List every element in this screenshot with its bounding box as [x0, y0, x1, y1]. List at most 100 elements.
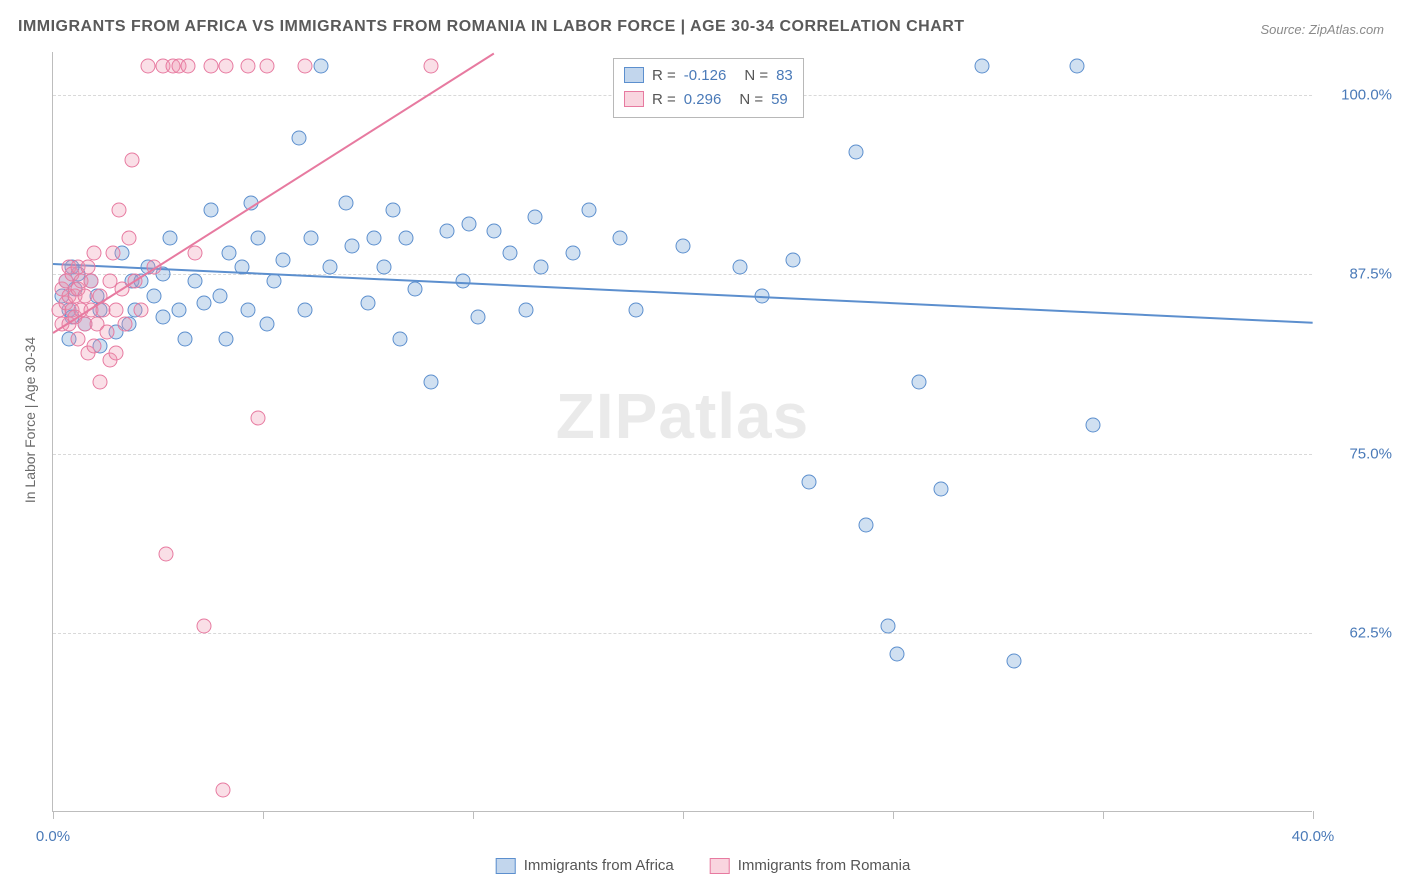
data-point [250, 410, 265, 425]
data-point [250, 231, 265, 246]
x-tick [473, 811, 474, 819]
data-point [408, 281, 423, 296]
data-point [105, 245, 120, 260]
data-point [216, 783, 231, 798]
data-point [197, 618, 212, 633]
y-tick-label: 62.5% [1322, 624, 1392, 641]
data-point [880, 618, 895, 633]
watermark: ZIPatlas [556, 379, 809, 453]
data-point [345, 238, 360, 253]
data-point [86, 338, 101, 353]
data-point [1085, 417, 1100, 432]
legend-label: Immigrants from Romania [738, 857, 911, 874]
data-point [676, 238, 691, 253]
data-point [439, 224, 454, 239]
data-point [628, 303, 643, 318]
data-point [361, 295, 376, 310]
data-point [80, 260, 95, 275]
data-point [146, 288, 161, 303]
data-point [613, 231, 628, 246]
data-point [222, 245, 237, 260]
stats-legend: R = -0.126N = 83R = 0.296N = 59 [613, 58, 804, 118]
data-point [1069, 59, 1084, 74]
y-tick-label: 87.5% [1322, 266, 1392, 283]
stat-n-value: 83 [776, 67, 793, 84]
data-point [172, 303, 187, 318]
data-point [398, 231, 413, 246]
stat-r-value: 0.296 [684, 91, 722, 108]
data-point [487, 224, 502, 239]
data-point [140, 59, 155, 74]
stat-n-value: 59 [771, 91, 788, 108]
data-point [313, 59, 328, 74]
x-tick [1103, 811, 1104, 819]
data-point [304, 231, 319, 246]
data-point [518, 303, 533, 318]
data-point [162, 231, 177, 246]
data-point [912, 374, 927, 389]
data-point [934, 482, 949, 497]
data-point [565, 245, 580, 260]
x-tick-label: 40.0% [1292, 828, 1335, 845]
data-point [802, 475, 817, 490]
data-point [367, 231, 382, 246]
x-tick [263, 811, 264, 819]
gridline [53, 633, 1312, 634]
legend-item-africa: Immigrants from Africa [496, 857, 674, 874]
y-axis-label: In Labor Force | Age 30-34 [22, 337, 38, 503]
stats-row: R = -0.126N = 83 [624, 63, 793, 87]
x-tick [1313, 811, 1314, 819]
data-point [376, 260, 391, 275]
data-point [534, 260, 549, 275]
data-point [203, 202, 218, 217]
data-point [732, 260, 747, 275]
data-point [159, 546, 174, 561]
data-point [83, 274, 98, 289]
data-point [424, 374, 439, 389]
data-point [86, 245, 101, 260]
data-point [99, 324, 114, 339]
data-point [181, 59, 196, 74]
data-point [109, 346, 124, 361]
data-point [134, 303, 149, 318]
legend-bottom: Immigrants from Africa Immigrants from R… [496, 857, 911, 874]
plot-area: ZIPatlas 62.5%75.0%87.5%100.0%0.0%40.0%R… [52, 52, 1312, 812]
chart-title: IMMIGRANTS FROM AFRICA VS IMMIGRANTS FRO… [18, 18, 965, 36]
data-point [260, 59, 275, 74]
data-point [71, 331, 86, 346]
legend-label: Immigrants from Africa [524, 857, 674, 874]
data-point [93, 374, 108, 389]
data-point [197, 295, 212, 310]
data-point [786, 252, 801, 267]
data-point [502, 245, 517, 260]
data-point [975, 59, 990, 74]
data-point [392, 331, 407, 346]
data-point [124, 152, 139, 167]
data-point [121, 231, 136, 246]
data-point [219, 59, 234, 74]
data-point [266, 274, 281, 289]
data-point [323, 260, 338, 275]
swatch-icon [496, 858, 516, 874]
stat-r-value: -0.126 [684, 67, 727, 84]
data-point [77, 288, 92, 303]
stat-n-label: N = [739, 91, 763, 108]
data-point [241, 303, 256, 318]
data-point [156, 310, 171, 325]
data-point [1006, 654, 1021, 669]
data-point [203, 59, 218, 74]
data-point [187, 274, 202, 289]
data-point [298, 59, 313, 74]
x-tick [53, 811, 54, 819]
data-point [386, 202, 401, 217]
data-point [338, 195, 353, 210]
data-point [109, 303, 124, 318]
x-tick [893, 811, 894, 819]
data-point [275, 252, 290, 267]
data-point [471, 310, 486, 325]
data-point [581, 202, 596, 217]
gridline [53, 454, 1312, 455]
data-point [461, 217, 476, 232]
data-point [298, 303, 313, 318]
y-tick-label: 100.0% [1322, 87, 1392, 104]
